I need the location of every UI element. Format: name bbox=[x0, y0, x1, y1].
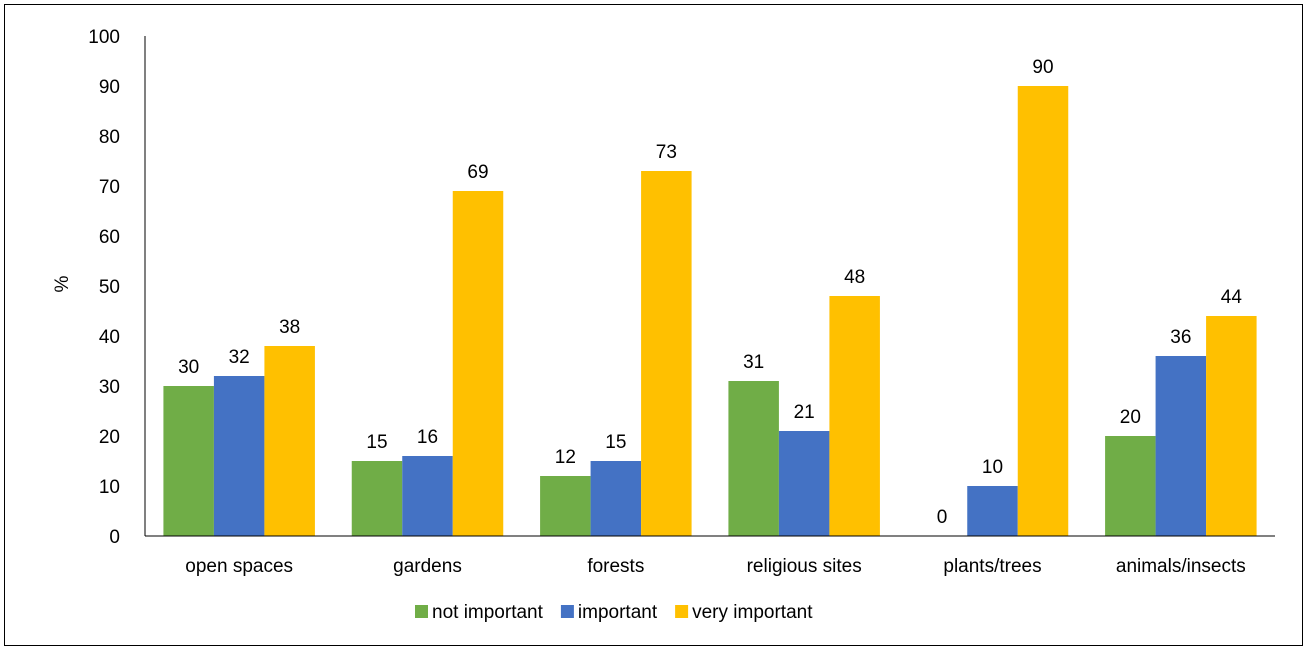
data-labels: 30 32 38 15 16 69 12 15 73 31 21 48 0 10 90 20 36 44 bbox=[178, 57, 1242, 528]
data-label: 10 bbox=[982, 457, 1003, 478]
x-tick-label: open spaces bbox=[185, 556, 293, 577]
y-tick-label: 70 bbox=[99, 177, 120, 198]
data-label: 44 bbox=[1221, 287, 1243, 308]
legend-label: not important bbox=[432, 602, 544, 623]
bar bbox=[540, 476, 591, 536]
data-label: 73 bbox=[656, 142, 677, 163]
bar bbox=[967, 486, 1018, 536]
y-tick-label: 60 bbox=[99, 227, 120, 248]
data-label: 16 bbox=[417, 427, 438, 448]
legend-label: important bbox=[578, 602, 658, 623]
y-tick-label: 20 bbox=[99, 427, 120, 448]
data-label: 90 bbox=[1032, 57, 1053, 78]
bars bbox=[163, 86, 1257, 536]
data-label: 36 bbox=[1170, 327, 1191, 348]
data-label: 0 bbox=[937, 507, 948, 528]
y-axis-title: % bbox=[52, 275, 73, 292]
bar bbox=[452, 191, 504, 536]
bar bbox=[163, 386, 214, 536]
x-tick-label: gardens bbox=[393, 556, 462, 577]
legend-swatch bbox=[560, 605, 574, 618]
y-tick-label: 40 bbox=[99, 327, 120, 348]
data-label: 30 bbox=[178, 357, 199, 378]
data-label: 69 bbox=[467, 162, 488, 183]
bar bbox=[1105, 436, 1156, 536]
bar bbox=[829, 296, 880, 536]
legend-swatch bbox=[675, 605, 689, 618]
data-label: 21 bbox=[794, 402, 815, 423]
bar bbox=[728, 381, 779, 536]
data-label: 38 bbox=[279, 317, 300, 338]
y-tick-label: 80 bbox=[99, 127, 120, 148]
data-label: 20 bbox=[1120, 407, 1141, 428]
bar bbox=[402, 456, 453, 536]
legend-label: very important bbox=[692, 602, 813, 623]
x-tick-label: animals/insects bbox=[1116, 556, 1246, 577]
data-label: 15 bbox=[366, 432, 387, 453]
legend-swatch bbox=[415, 605, 428, 618]
bar bbox=[778, 431, 830, 536]
bar bbox=[1206, 316, 1257, 536]
y-tick-label: 30 bbox=[99, 377, 120, 398]
y-tick-label: 100 bbox=[88, 27, 120, 48]
x-tick-label: religious sites bbox=[747, 556, 862, 577]
x-tick-label: plants/trees bbox=[943, 556, 1041, 577]
data-label: 32 bbox=[229, 347, 250, 368]
bar bbox=[264, 346, 315, 536]
data-label: 12 bbox=[555, 447, 576, 468]
x-axis-labels: open spaces gardens forests religious sites… bbox=[185, 556, 1245, 577]
bar bbox=[1155, 356, 1207, 536]
y-axis-ticks: 0 10 20 30 40 50 60 70 80 90 100 bbox=[88, 27, 120, 548]
y-tick-label: 50 bbox=[99, 277, 120, 298]
legend: not important important very important bbox=[415, 602, 813, 623]
data-label: 15 bbox=[605, 432, 626, 453]
y-tick-label: 0 bbox=[109, 527, 120, 548]
bar bbox=[590, 461, 642, 536]
bar bbox=[641, 171, 692, 536]
data-label: 48 bbox=[844, 267, 865, 288]
x-tick-label: forests bbox=[587, 556, 644, 577]
bar bbox=[213, 376, 265, 536]
y-tick-label: 10 bbox=[99, 477, 120, 498]
data-label: 31 bbox=[743, 352, 764, 373]
bar bbox=[351, 461, 403, 536]
bar bbox=[1017, 86, 1069, 536]
y-tick-label: 90 bbox=[99, 77, 120, 98]
